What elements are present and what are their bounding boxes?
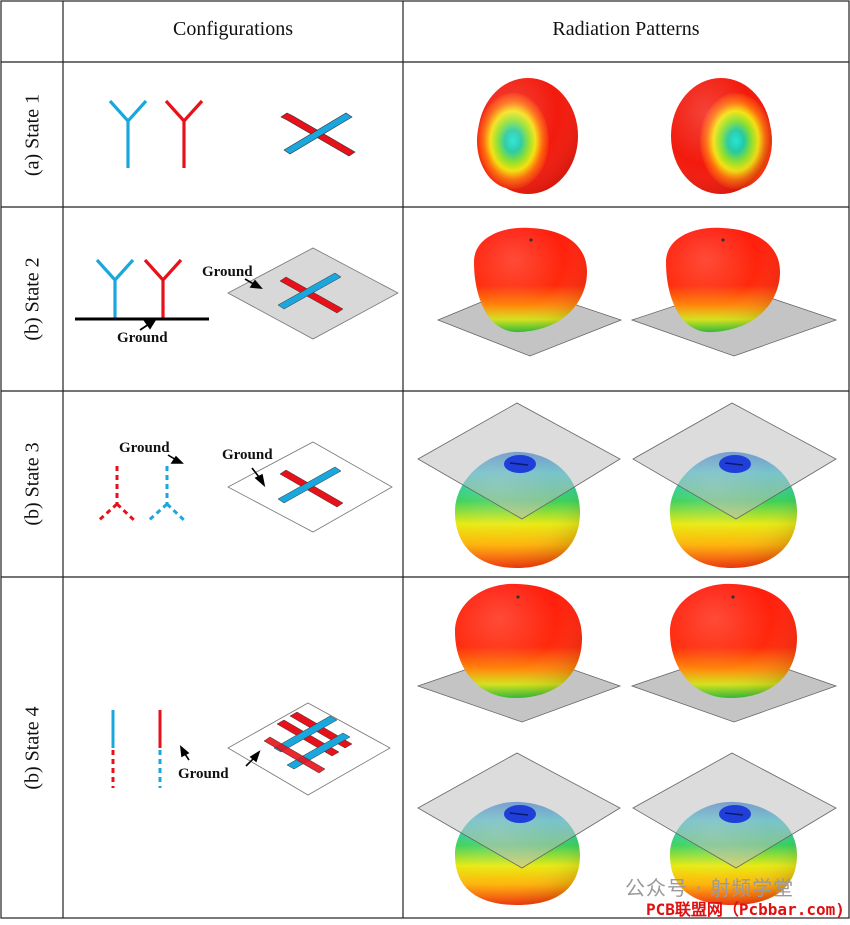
ground-label-state2-right: Ground	[202, 264, 253, 280]
state2-config	[75, 258, 209, 321]
state4-pattern-bottom-left	[417, 752, 621, 905]
state2-plane	[227, 247, 399, 340]
row-label-state-3: (b) State 3	[21, 442, 44, 526]
header-radiation-patterns: Radiation Patterns	[552, 18, 700, 40]
state4-pattern-top-left	[416, 583, 622, 723]
row-label-state-1: (a) State 1	[21, 93, 44, 177]
watermark-line-1: 公众号 · 射频学堂	[625, 876, 795, 900]
state1-config	[108, 99, 204, 168]
state2-pattern-left	[436, 227, 623, 357]
ground-label-state4-left: Ground	[178, 766, 229, 782]
state3-config	[95, 466, 188, 524]
state4-pattern-bottom-right	[632, 752, 837, 905]
row-label-state-2: (b) State 2	[21, 257, 44, 341]
row-label-state-4: (b) State 4	[21, 706, 44, 790]
state3-pattern-right	[632, 402, 837, 568]
state2-pattern-right	[630, 227, 838, 357]
state4-config	[111, 710, 162, 788]
state1-pattern-right	[671, 78, 772, 194]
state4-pattern-top-right	[630, 583, 838, 723]
header-configurations: Configurations	[173, 18, 293, 40]
state1-cross	[280, 112, 356, 157]
state1-pattern-left	[477, 78, 578, 194]
ground-label-state2-left: Ground	[117, 330, 168, 346]
ground-label-state3-right: Ground	[222, 447, 273, 463]
ground-label-state3-left: Ground	[119, 440, 170, 456]
state3-pattern-left	[417, 402, 621, 568]
state4-plane	[227, 702, 391, 796]
watermark-line-2: PCB联盟网（Pcbbar.com)	[646, 900, 845, 919]
state3-plane	[227, 441, 393, 533]
state2-arrow	[139, 318, 157, 331]
